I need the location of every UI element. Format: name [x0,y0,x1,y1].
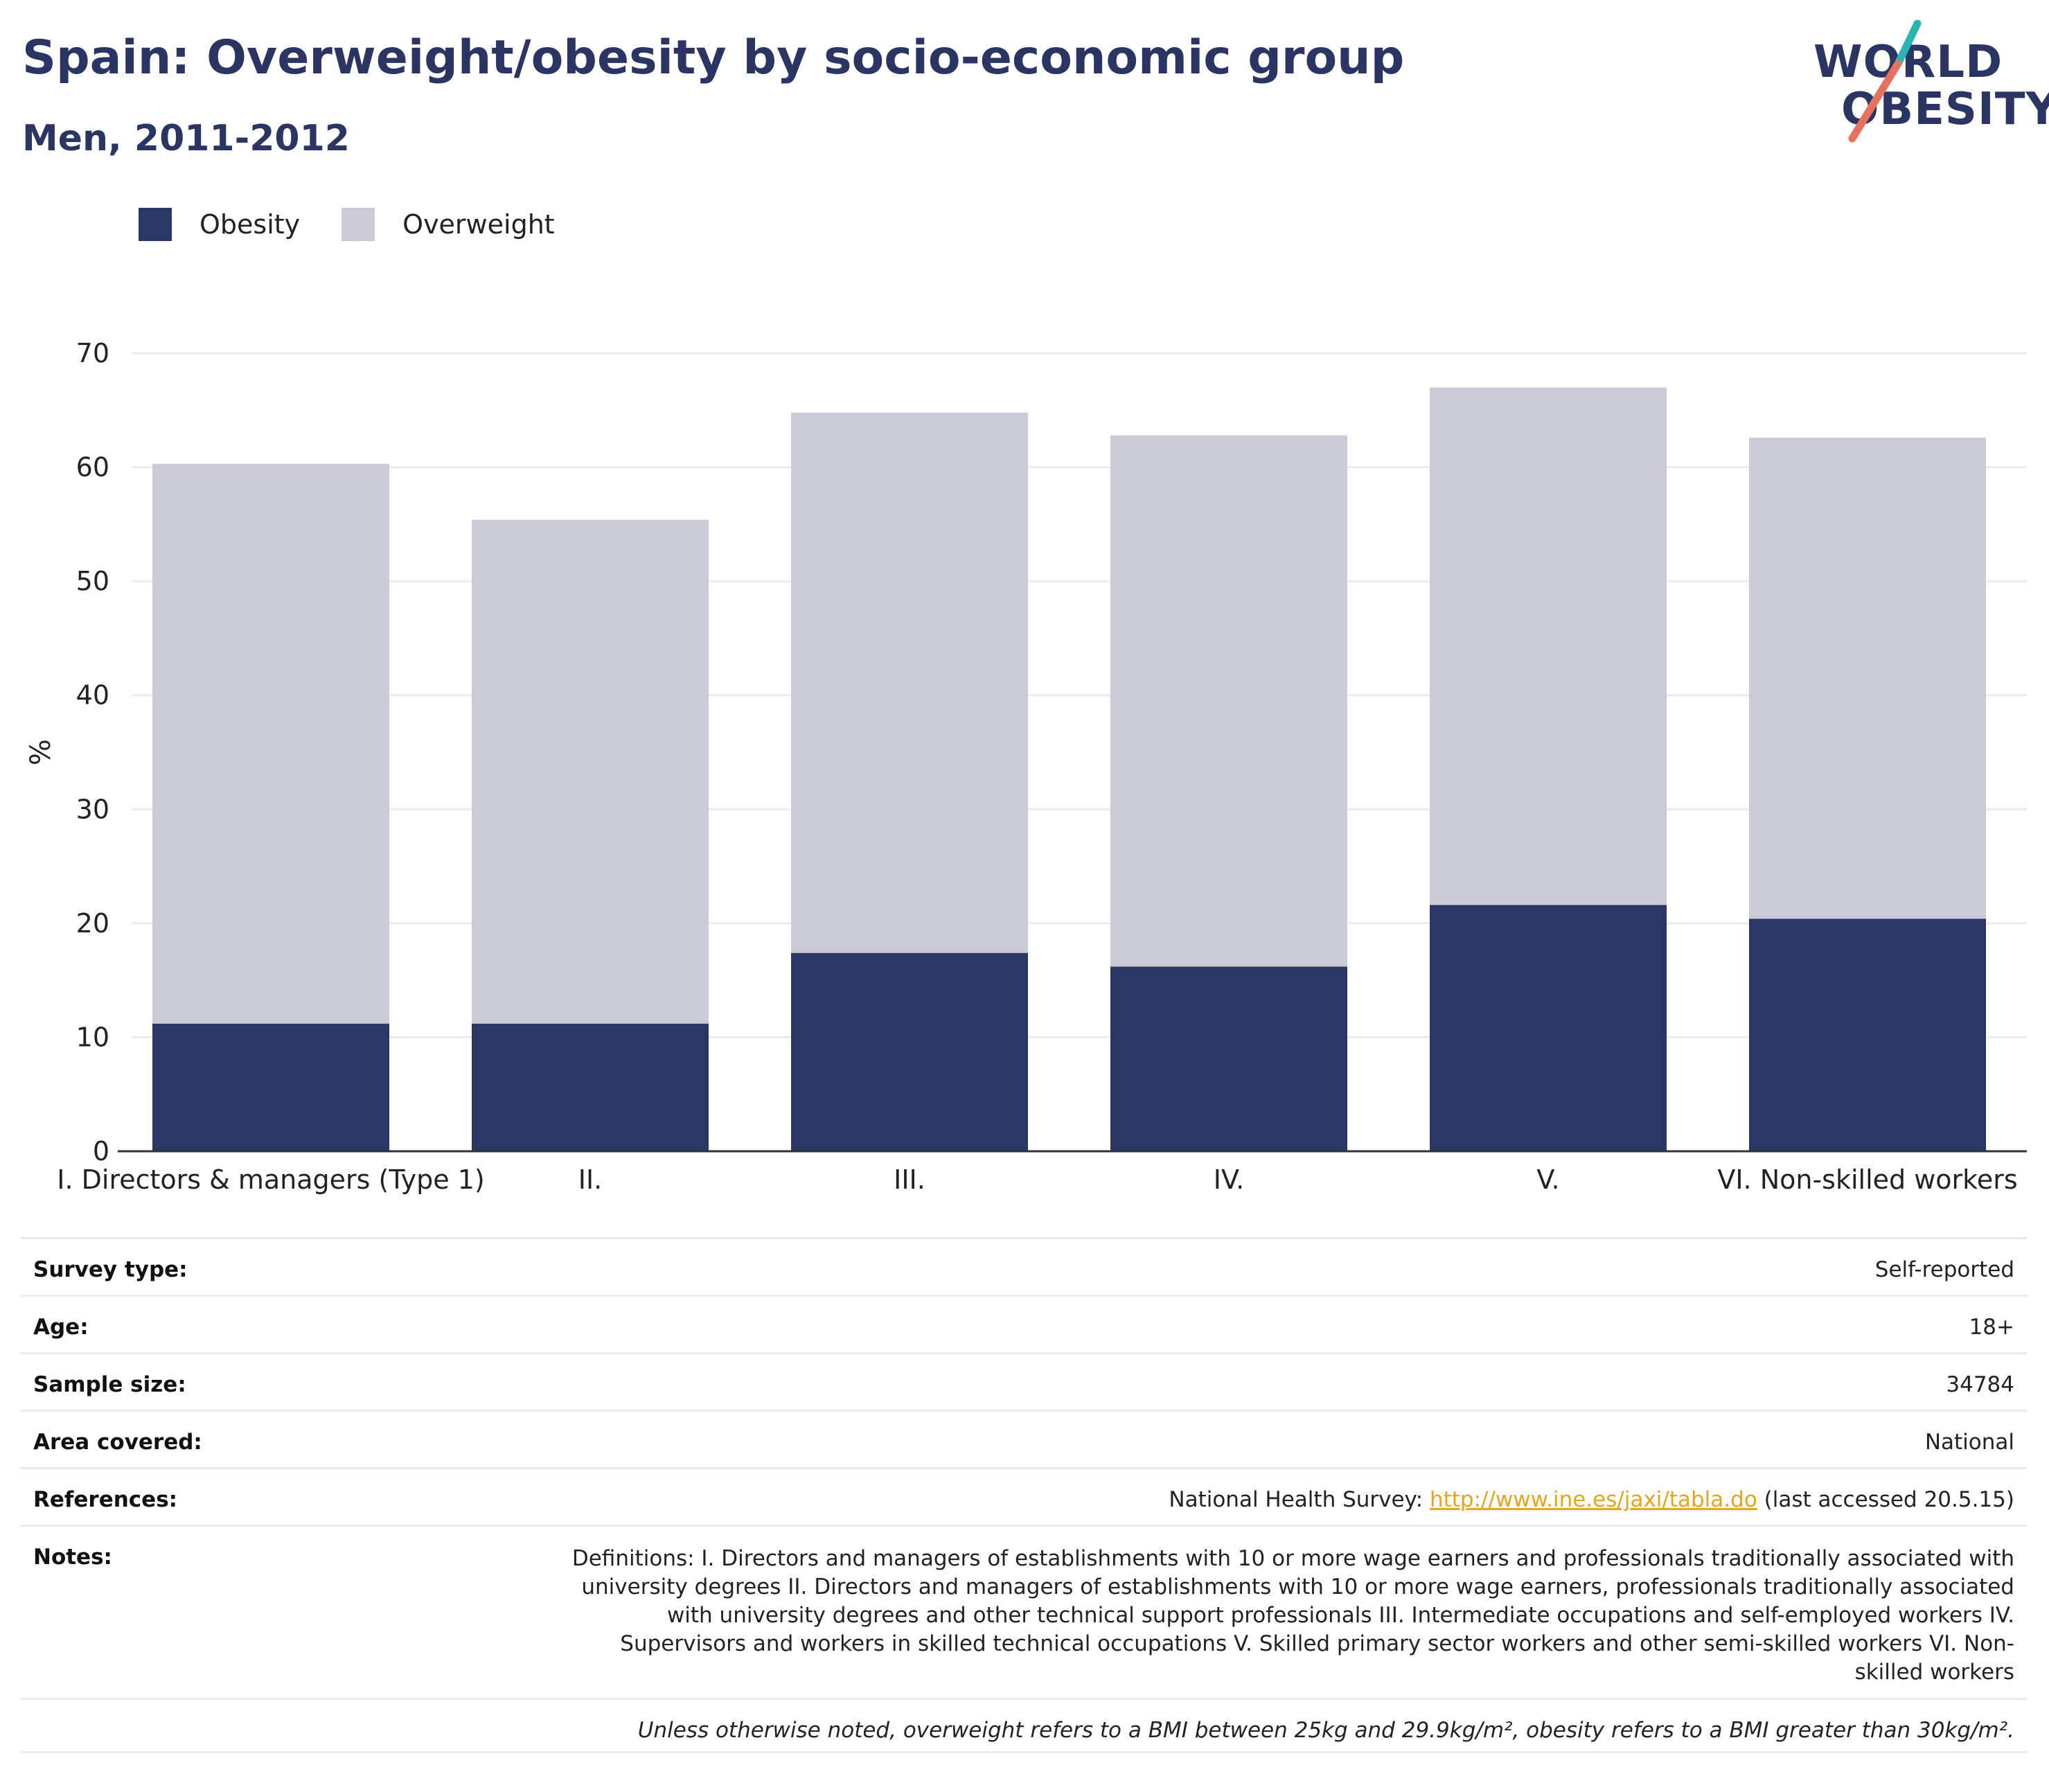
sample-size-label: Sample size: [33,1372,186,1397]
bar-obesity-2 [472,1023,709,1151]
y-tick-label-0: 0 [93,1136,109,1166]
y-tick-label-20: 20 [76,908,109,939]
x-tick-label-4: IV. [1214,1164,1244,1195]
notes-label: Notes: [33,1545,112,1570]
notes-value: Definitions: I. Directors and managers o… [571,1546,2014,1685]
bar-obesity-4 [1110,966,1347,1151]
chart-title: Spain: Overweight/obesity by socio-econo… [22,30,1405,85]
x-tick-label-6: VI. Non-skilled workers [1717,1164,2017,1195]
sample-size-value: 34784 [1946,1372,2014,1397]
bar-overweight-3 [791,412,1028,953]
bar-chart: 0 10 20 30 40 50 60 70% I. Directors & managers … [25,338,2027,1195]
x-tick-label-1: I. Directors & managers (Type 1) [57,1164,484,1195]
y-axis-label: % [25,739,57,765]
area-value: National [1924,1430,2014,1455]
metadata-table: Survey type: Self-reported Age: 18+ Samp… [21,1237,2027,1753]
references-suffix: (last accessed 20.5.15) [1757,1487,2014,1512]
bar-obesity-1 [152,1023,389,1151]
references-prefix: National Health Survey: [1169,1487,1430,1512]
bar-obesity-5 [1430,905,1667,1151]
survey-type-label: Survey type: [33,1257,188,1282]
x-tick-label-3: III. [894,1164,925,1195]
legend-swatch-obesity [139,208,172,241]
legend-item-obesity[interactable]: Obesity [139,208,300,241]
x-tick-label-5: V. [1536,1164,1559,1195]
age-label: Age: [33,1315,89,1340]
bar-obesity-6 [1749,919,1986,1151]
legend-label-obesity: Obesity [199,209,301,240]
legend-item-overweight[interactable]: Overweight [342,208,555,241]
bar-overweight-6 [1749,437,1986,919]
legend-swatch-overweight [342,208,375,241]
bar-overweight-2 [472,520,709,1024]
bar-obesity-3 [791,952,1028,1151]
y-tick-label-30: 30 [76,794,109,824]
table-row-notes: Notes: Definitions: I. Directors and man… [21,1525,2027,1698]
table-row-references: References: National Health Survey: http… [21,1467,2027,1525]
legend-label-overweight: Overweight [402,209,555,240]
references-value: National Health Survey: http://www.ine.e… [1169,1487,2014,1512]
logo-slash-icon [1848,19,1922,143]
chart-subtitle: Men, 2011-2012 [22,118,350,159]
x-tick-label-2: II. [578,1164,603,1195]
bar-overweight-1 [152,463,389,1024]
y-tick-label-60: 60 [76,452,109,483]
table-row-age: Age: 18+ [21,1295,2027,1352]
table-row-sample-size: Sample size: 34784 [21,1352,2027,1410]
world-obesity-logo: WORLD OBESITY [1801,19,2049,151]
bar-overweight-4 [1110,435,1347,967]
y-tick-label-50: 50 [76,566,109,596]
bar-overweight-5 [1430,387,1667,905]
table-row-survey-type: Survey type: Self-reported [21,1237,2027,1295]
area-label: Area covered: [33,1430,202,1455]
y-tick-label-70: 70 [76,338,109,369]
table-row-area: Area covered: National [21,1410,2027,1467]
age-value: 18+ [1969,1315,2014,1340]
footnote: Unless otherwise noted, overweight refer… [637,1718,2014,1743]
chart-legend: Obesity Overweight [139,205,596,244]
survey-type-value: Self-reported [1874,1257,2014,1282]
references-label: References: [33,1487,178,1512]
table-row-footnote: Unless otherwise noted, overweight refer… [21,1698,2027,1753]
y-tick-label-10: 10 [76,1022,109,1052]
y-tick-label-40: 40 [76,680,109,711]
references-link[interactable]: http://www.ine.es/jaxi/tabla.do [1429,1487,1757,1512]
